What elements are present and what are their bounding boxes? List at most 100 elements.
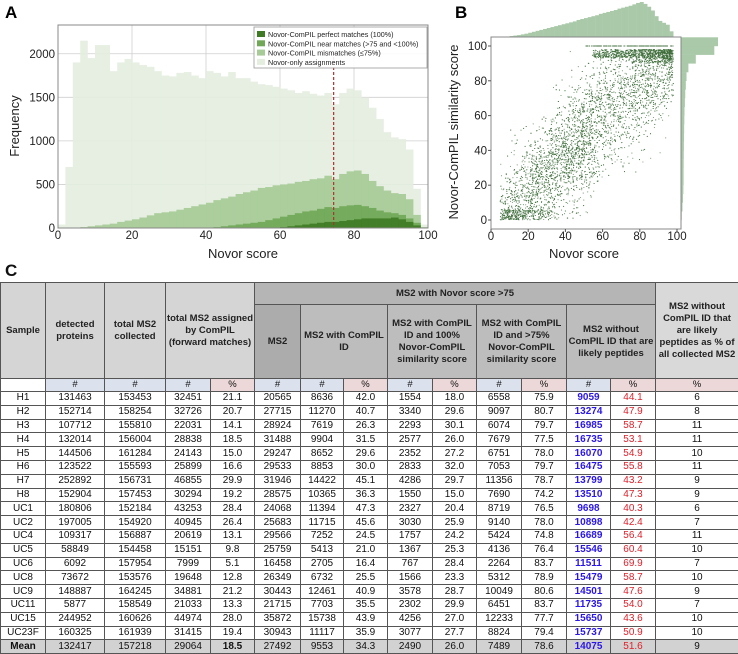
scatter-point <box>607 123 608 124</box>
scatter-point <box>588 121 589 122</box>
scatter-point <box>566 194 567 195</box>
marginal-y-bar <box>681 46 714 55</box>
scatter-point <box>575 118 576 119</box>
scatter-point <box>530 184 531 185</box>
scatter-point <box>570 150 571 151</box>
scatter-point <box>646 108 647 109</box>
scatter-point <box>634 117 635 118</box>
scatter-point <box>612 100 613 101</box>
scatter-point <box>548 206 549 207</box>
scatter-point <box>569 152 570 153</box>
marginal-x-bar <box>543 29 547 37</box>
scatter-point <box>578 153 579 154</box>
scatter-point <box>599 101 600 102</box>
scatter-point <box>541 188 542 189</box>
scatter-point <box>510 211 511 212</box>
scatter-point <box>618 78 619 79</box>
scatter-point <box>560 95 561 96</box>
scatter-point <box>645 130 646 131</box>
scatter-point <box>578 115 579 116</box>
scatter-point <box>577 200 578 201</box>
histogram-bar <box>384 218 392 228</box>
scatter-point <box>518 197 519 198</box>
scatter-point <box>568 188 569 189</box>
marginal-x-bar <box>577 20 581 37</box>
scatter-point <box>564 132 565 133</box>
scatter-point <box>592 45 593 46</box>
scatter-point <box>547 186 548 187</box>
scatter-point <box>565 162 566 163</box>
scatter-point <box>517 203 518 204</box>
scatter-point <box>531 158 532 159</box>
scatter-point <box>530 202 531 203</box>
scatter-point <box>621 84 622 85</box>
scatter-point <box>573 163 574 164</box>
scatter-point <box>622 96 623 97</box>
scatter-point <box>629 105 630 106</box>
marginal-x-bar <box>658 21 662 37</box>
scatter-point <box>574 139 575 140</box>
scatter-point <box>544 216 545 217</box>
scatter-point <box>652 91 653 92</box>
scatter-point <box>532 175 533 176</box>
scatter-point <box>592 67 593 68</box>
scatter-point <box>589 45 590 46</box>
scatter-point <box>549 167 550 168</box>
legend-entry: Novor-only assignments <box>268 58 346 67</box>
scatter-point <box>547 155 548 156</box>
scatter-point <box>547 140 548 141</box>
scatter-point <box>594 140 595 141</box>
scatter-point <box>601 90 602 91</box>
scatter-point <box>575 108 576 109</box>
scatter-point <box>605 169 606 170</box>
scatter-point <box>603 111 604 112</box>
scatter-point <box>552 143 553 144</box>
scatter-point <box>623 99 624 100</box>
scatter-point <box>642 101 643 102</box>
scatter-point <box>648 115 649 116</box>
scatter-point <box>551 214 552 215</box>
scatter-point <box>525 172 526 173</box>
scatter-point <box>657 86 658 87</box>
scatter-point <box>600 101 601 102</box>
scatter-point <box>569 201 570 202</box>
scatter-point <box>605 157 606 158</box>
scatter-point <box>553 175 554 176</box>
scatter-point <box>649 72 650 73</box>
scatter-point <box>541 155 542 156</box>
scatter-point <box>623 104 624 105</box>
scatter-point <box>614 134 615 135</box>
marginal-x-bar <box>636 3 640 37</box>
histogram-bar <box>169 76 177 228</box>
histogram-bar <box>132 62 140 228</box>
scatter-point <box>520 204 521 205</box>
scatter-point <box>562 186 563 187</box>
scatter-point <box>598 57 599 58</box>
scatter-point <box>544 132 545 133</box>
scatter-point <box>564 159 565 160</box>
scatter-point <box>583 164 584 165</box>
scatter-point <box>601 98 602 99</box>
scatter-point <box>559 127 560 128</box>
scatter-point <box>577 118 578 119</box>
scatter-point <box>558 199 559 200</box>
scatter-point <box>528 188 529 189</box>
scatter-point <box>657 57 658 58</box>
scatter-point <box>580 122 581 123</box>
scatter-point <box>567 144 568 145</box>
scatter-point <box>633 92 634 93</box>
histogram-bar <box>80 41 88 228</box>
scatter-point <box>611 109 612 110</box>
scatter-point <box>501 188 502 189</box>
scatter-point <box>559 149 560 150</box>
scatter-point <box>574 170 575 171</box>
scatter-point <box>534 187 535 188</box>
scatter-point <box>606 114 607 115</box>
scatter-point <box>539 151 540 152</box>
scatter-point <box>532 211 533 212</box>
legend-swatch <box>257 50 265 56</box>
scatter-point <box>589 162 590 163</box>
scatter-point <box>631 124 632 125</box>
scatter-point <box>561 168 562 169</box>
scatter-point <box>632 158 633 159</box>
